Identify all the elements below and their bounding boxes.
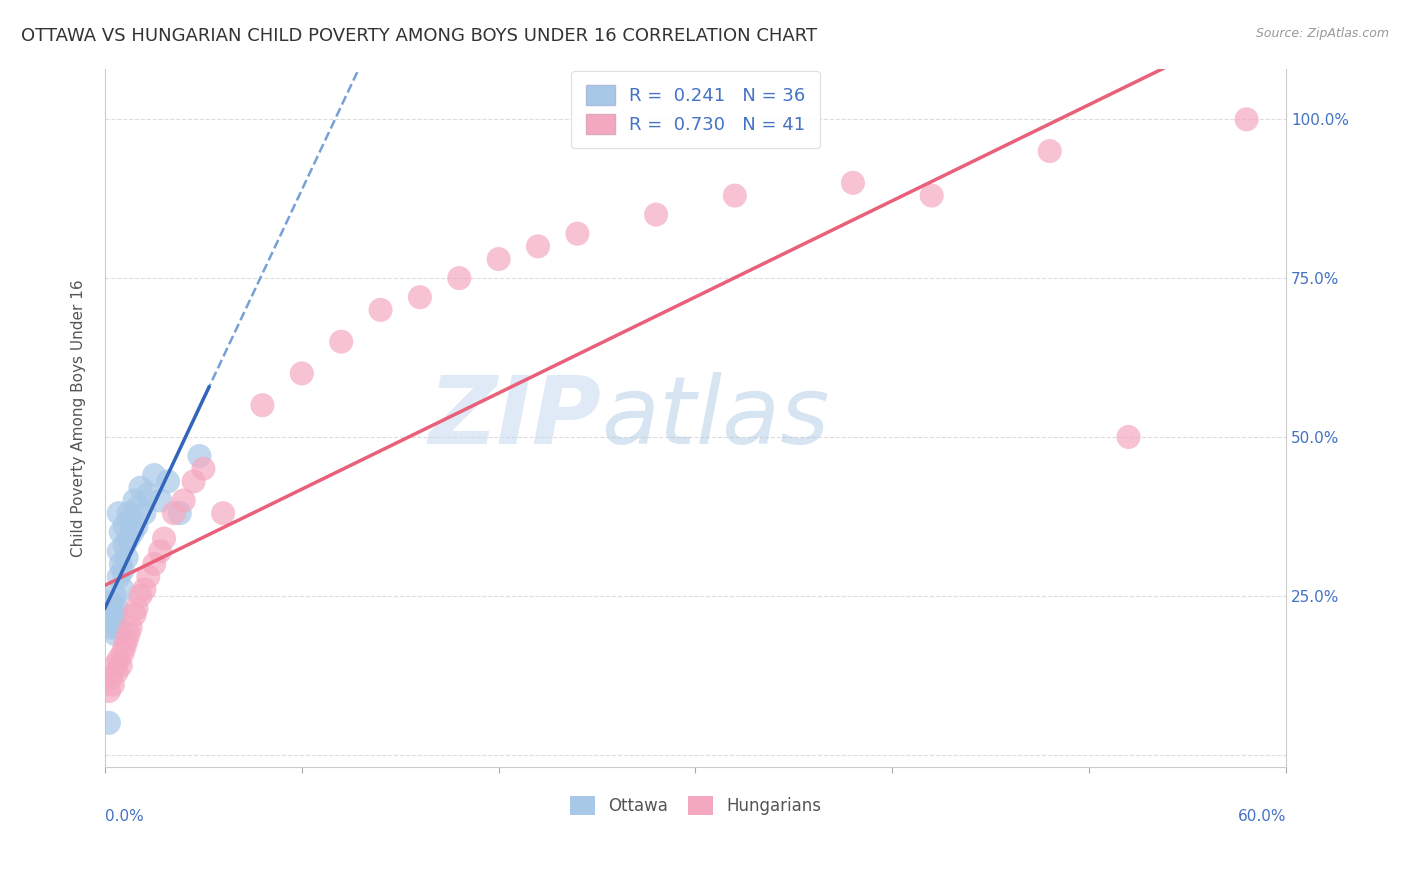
Text: Source: ZipAtlas.com: Source: ZipAtlas.com xyxy=(1256,27,1389,40)
Point xyxy=(105,665,128,679)
Point xyxy=(100,671,122,685)
Point xyxy=(409,290,432,304)
Point xyxy=(120,620,142,634)
Point xyxy=(105,601,128,615)
Point xyxy=(107,570,129,584)
Point xyxy=(104,658,127,673)
Point xyxy=(124,607,146,622)
Point xyxy=(330,334,353,349)
Point xyxy=(212,506,235,520)
Point xyxy=(110,525,132,540)
Point xyxy=(252,398,274,412)
Point xyxy=(100,595,122,609)
Point xyxy=(156,475,179,489)
Legend: Ottawa, Hungarians: Ottawa, Hungarians xyxy=(562,789,828,822)
Text: 0.0%: 0.0% xyxy=(105,809,143,824)
Point xyxy=(136,570,159,584)
Point xyxy=(105,620,128,634)
Point xyxy=(724,188,747,202)
Text: 60.0%: 60.0% xyxy=(1237,809,1286,824)
Point xyxy=(97,684,120,698)
Point xyxy=(921,188,943,202)
Text: atlas: atlas xyxy=(600,372,830,464)
Point xyxy=(125,519,148,533)
Point xyxy=(101,614,124,628)
Point xyxy=(527,239,550,253)
Point xyxy=(1039,144,1062,158)
Point xyxy=(449,271,471,285)
Point xyxy=(134,582,156,597)
Point xyxy=(163,506,186,520)
Point xyxy=(125,601,148,615)
Point xyxy=(111,582,134,597)
Point xyxy=(117,506,139,520)
Point xyxy=(114,519,136,533)
Point xyxy=(129,481,152,495)
Point xyxy=(117,532,139,546)
Point xyxy=(114,640,136,654)
Point xyxy=(1118,430,1140,444)
Point xyxy=(111,563,134,577)
Point xyxy=(188,449,211,463)
Point xyxy=(129,589,152,603)
Point xyxy=(111,646,134,660)
Point xyxy=(153,532,176,546)
Point xyxy=(101,601,124,615)
Point xyxy=(127,500,149,514)
Point xyxy=(143,468,166,483)
Point xyxy=(567,227,589,241)
Point xyxy=(97,607,120,622)
Point xyxy=(173,493,195,508)
Point xyxy=(104,627,127,641)
Point xyxy=(110,658,132,673)
Text: ZIP: ZIP xyxy=(427,372,600,464)
Point xyxy=(124,493,146,508)
Point xyxy=(193,461,215,475)
Point xyxy=(107,506,129,520)
Point xyxy=(291,367,314,381)
Point xyxy=(149,493,172,508)
Text: OTTAWA VS HUNGARIAN CHILD POVERTY AMONG BOYS UNDER 16 CORRELATION CHART: OTTAWA VS HUNGARIAN CHILD POVERTY AMONG … xyxy=(21,27,817,45)
Point xyxy=(169,506,191,520)
Point xyxy=(149,544,172,558)
Point xyxy=(110,557,132,571)
Point xyxy=(143,557,166,571)
Point xyxy=(117,627,139,641)
Point xyxy=(115,550,138,565)
Y-axis label: Child Poverty Among Boys Under 16: Child Poverty Among Boys Under 16 xyxy=(72,279,86,557)
Point xyxy=(842,176,865,190)
Point xyxy=(104,589,127,603)
Point xyxy=(370,302,392,317)
Point xyxy=(107,544,129,558)
Point xyxy=(100,620,122,634)
Point xyxy=(101,678,124,692)
Point xyxy=(136,487,159,501)
Point xyxy=(114,538,136,552)
Point xyxy=(183,475,205,489)
Point xyxy=(97,715,120,730)
Point xyxy=(120,512,142,526)
Point xyxy=(1236,112,1258,127)
Point xyxy=(107,652,129,666)
Point xyxy=(645,208,668,222)
Point xyxy=(121,525,143,540)
Point xyxy=(104,607,127,622)
Point xyxy=(488,252,510,266)
Point xyxy=(134,506,156,520)
Point xyxy=(115,633,138,648)
